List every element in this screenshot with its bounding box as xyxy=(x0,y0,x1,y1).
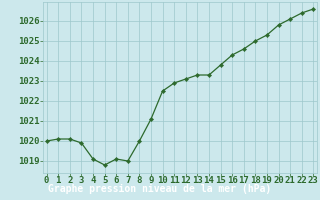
Text: Graphe pression niveau de la mer (hPa): Graphe pression niveau de la mer (hPa) xyxy=(48,183,272,194)
